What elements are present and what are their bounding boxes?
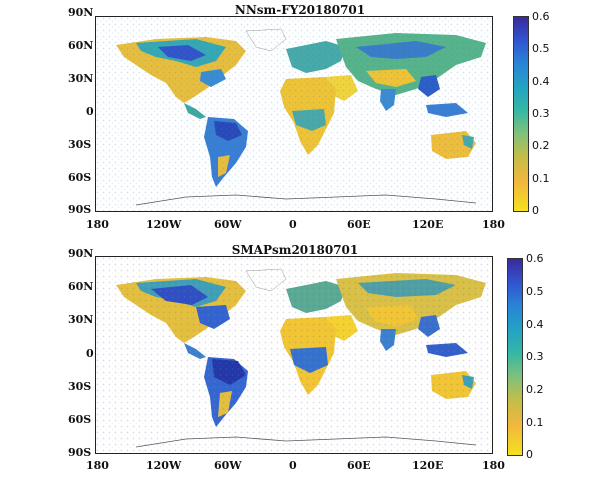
lon-tick-label: 180 [86, 459, 109, 472]
colorbar-tick-label: 0.1 [532, 172, 550, 185]
lat-tick-label: 30N [68, 72, 94, 85]
lon-tick-label: 180 [482, 218, 505, 231]
lat-tick-label: 90N [68, 6, 94, 19]
lat-tick-label: 60S [68, 171, 92, 184]
map-title: SMAPsm20180701 [231, 243, 359, 257]
colorbar-tick-label: 0.2 [532, 139, 550, 152]
lon-tick-label: 120E [412, 459, 444, 472]
lat-tick-label: 60N [68, 39, 94, 52]
soil-moisture-map [95, 16, 493, 212]
world-map-nnsm [96, 17, 492, 211]
colorbar-tick-label: 0.1 [526, 416, 544, 429]
lon-tick-label: 120W [146, 218, 182, 231]
soil-moisture-map [95, 256, 493, 454]
colorbar-tick-label: 0.3 [532, 107, 550, 120]
lat-tick-label: 90N [68, 247, 94, 260]
lat-tick-label: 90S [68, 203, 92, 216]
lat-tick-label: 0 [86, 347, 94, 360]
world-map-smap [96, 257, 492, 453]
lon-tick-label: 0 [289, 459, 297, 472]
lat-tick-label: 90S [68, 446, 92, 459]
lon-tick-label: 60E [347, 459, 371, 472]
map-title: NNsm-FY20180701 [234, 3, 366, 17]
colorbar-tick-label: 0.6 [532, 10, 550, 23]
colorbar-tick-label: 0 [526, 448, 533, 461]
lat-tick-label: 30N [68, 313, 94, 326]
colorbar-tick-label: 0.4 [526, 318, 544, 331]
lon-tick-label: 0 [289, 218, 297, 231]
colorbar-tick-label: 0 [532, 204, 539, 217]
colorbar-tick-label: 0.3 [526, 350, 544, 363]
lat-tick-label: 0 [86, 105, 94, 118]
lon-tick-label: 180 [86, 218, 109, 231]
lon-tick-label: 60E [347, 218, 371, 231]
lon-tick-label: 120E [412, 218, 444, 231]
lon-tick-label: 180 [482, 459, 505, 472]
lon-tick-label: 60W [214, 218, 242, 231]
colorbar-tick-label: 0.5 [526, 285, 544, 298]
lon-tick-label: 60W [214, 459, 242, 472]
colorbar-tick-label: 0.2 [526, 383, 544, 396]
lat-tick-label: 60S [68, 413, 92, 426]
colorbar-tick-label: 0.4 [532, 75, 550, 88]
colorbar [513, 16, 529, 212]
colorbar [507, 258, 523, 456]
lon-tick-label: 120W [146, 459, 182, 472]
colorbar-tick-label: 0.6 [526, 252, 544, 265]
colorbar-tick-label: 0.5 [532, 42, 550, 55]
lat-tick-label: 30S [68, 380, 92, 393]
lat-tick-label: 30S [68, 138, 92, 151]
lat-tick-label: 60N [68, 280, 94, 293]
